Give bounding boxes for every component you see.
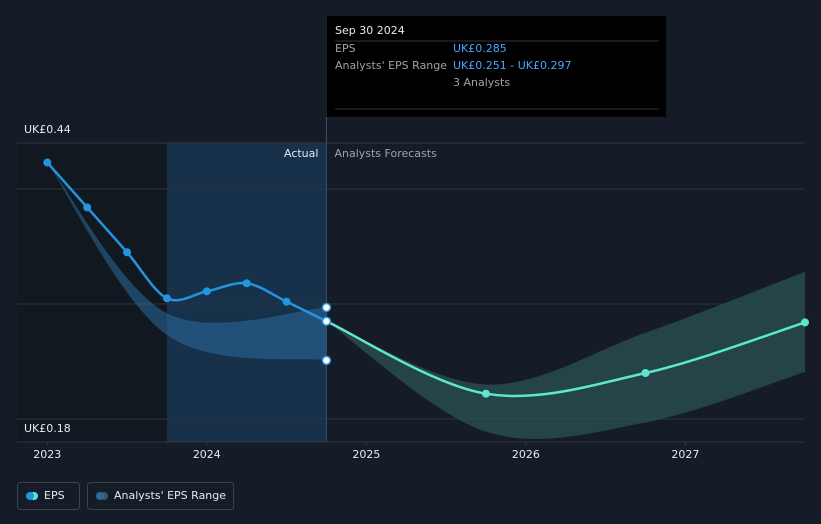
eps-hover-point [321, 316, 332, 326]
eps-point [282, 297, 291, 306]
x-tick-label: 2024 [193, 448, 221, 461]
eps-forecast-point [641, 369, 650, 377]
eps-point [242, 279, 251, 288]
eps-forecast-point [801, 318, 809, 327]
legend-item[interactable]: Analysts' EPS Range [87, 482, 234, 510]
eps-forecast-point [481, 389, 490, 398]
legend-swatch [96, 492, 104, 500]
x-tick-label: 2025 [352, 448, 380, 461]
range-point [321, 302, 332, 313]
x-tick-label: 2027 [671, 448, 699, 461]
tooltip-label: Analysts' EPS Range [335, 59, 447, 72]
range-point [321, 355, 332, 366]
tooltip-note: 3 Analysts [453, 76, 510, 89]
eps-point [162, 294, 171, 303]
past-region [17, 143, 167, 442]
forecast-label: Analysts Forecasts [334, 147, 437, 160]
legend-button[interactable] [87, 482, 234, 510]
actual-label: Actual [284, 147, 318, 160]
tooltip-box [327, 16, 666, 117]
x-tick-label: 2023 [33, 448, 61, 461]
legend-label[interactable]: EPS [44, 489, 65, 502]
tooltip-value: UK£0.285 [453, 42, 507, 55]
tooltip: Sep 30 2024 EPS UK£0.285 Analysts' EPS Rang… [327, 16, 666, 117]
tooltip-date: Sep 30 2024 [335, 24, 405, 37]
legend-swatch [26, 492, 34, 500]
y-tick-label: UK£0.44 [24, 123, 71, 136]
eps-point [202, 287, 211, 296]
eps-point [123, 248, 132, 257]
tooltip-value: UK£0.251 - UK£0.297 [453, 59, 571, 72]
legend-label[interactable]: Analysts' EPS Range [114, 489, 226, 502]
eps-range-band [326, 271, 805, 439]
x-tick-label: 2026 [512, 448, 540, 461]
eps-point [83, 203, 92, 212]
legend-item[interactable]: EPS [17, 482, 80, 510]
y-tick-label: UK£0.18 [24, 422, 71, 435]
eps-line [325, 320, 806, 398]
eps-point [43, 158, 52, 167]
actual-region [166, 143, 327, 442]
legend-button[interactable] [17, 482, 80, 510]
eps-range-band [47, 162, 327, 361]
tooltip-label: EPS [335, 42, 356, 55]
